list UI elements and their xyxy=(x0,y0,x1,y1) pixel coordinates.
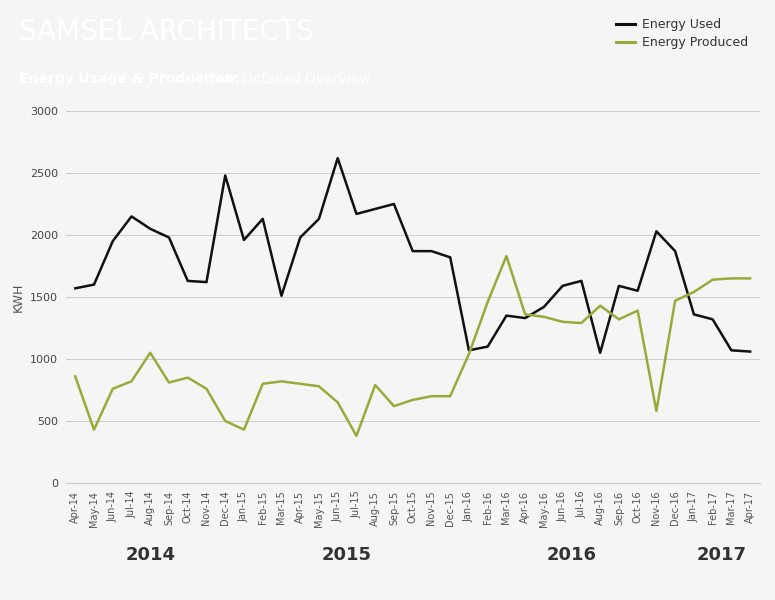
Text: 2015: 2015 xyxy=(322,546,372,564)
Text: 2016: 2016 xyxy=(547,546,597,564)
Text: 2014: 2014 xyxy=(126,546,175,564)
Text: Energy Usage & Production:: Energy Usage & Production: xyxy=(19,72,240,86)
Y-axis label: KWH: KWH xyxy=(12,283,25,311)
Legend: Energy Used, Energy Produced: Energy Used, Energy Produced xyxy=(611,13,753,54)
Text: SAMSEL ARCHITECTS: SAMSEL ARCHITECTS xyxy=(19,17,314,46)
Text: 2017: 2017 xyxy=(697,546,747,564)
Text: 3 Year Detailed Overview: 3 Year Detailed Overview xyxy=(191,72,371,86)
